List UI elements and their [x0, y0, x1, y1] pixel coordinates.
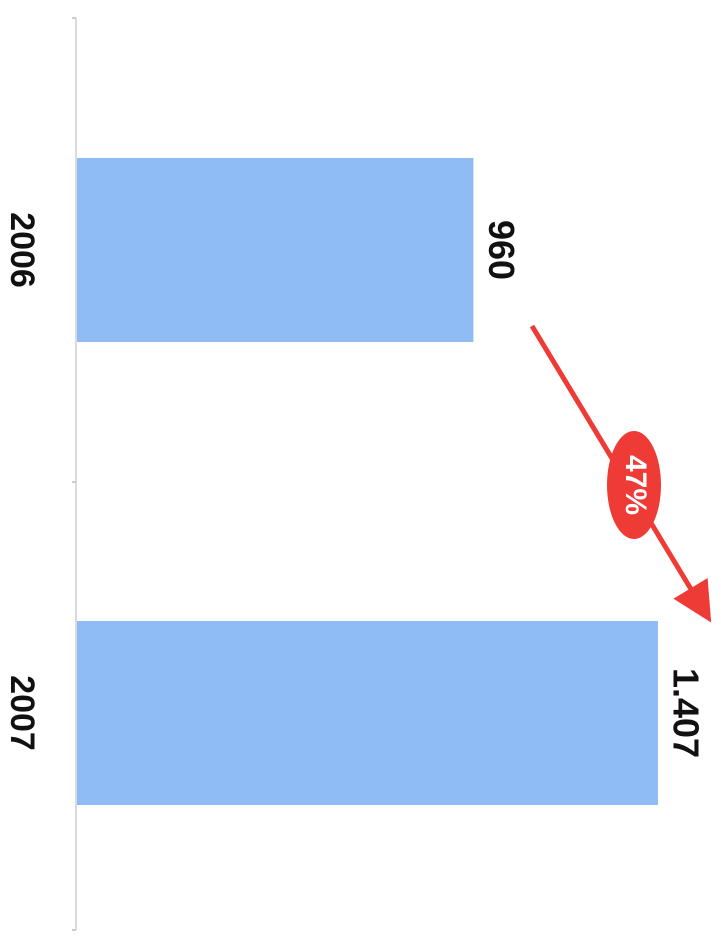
bar-2006 [77, 158, 474, 342]
growth-badge [607, 431, 661, 539]
bar-2007 [77, 621, 658, 805]
category-label-2007: 2007 [3, 675, 41, 751]
data-label-2007: 1.407 [665, 668, 706, 758]
growth-badge-label: 47% [619, 455, 652, 515]
data-label-2006: 960 [481, 220, 522, 280]
category-label-2006: 2006 [3, 212, 41, 288]
